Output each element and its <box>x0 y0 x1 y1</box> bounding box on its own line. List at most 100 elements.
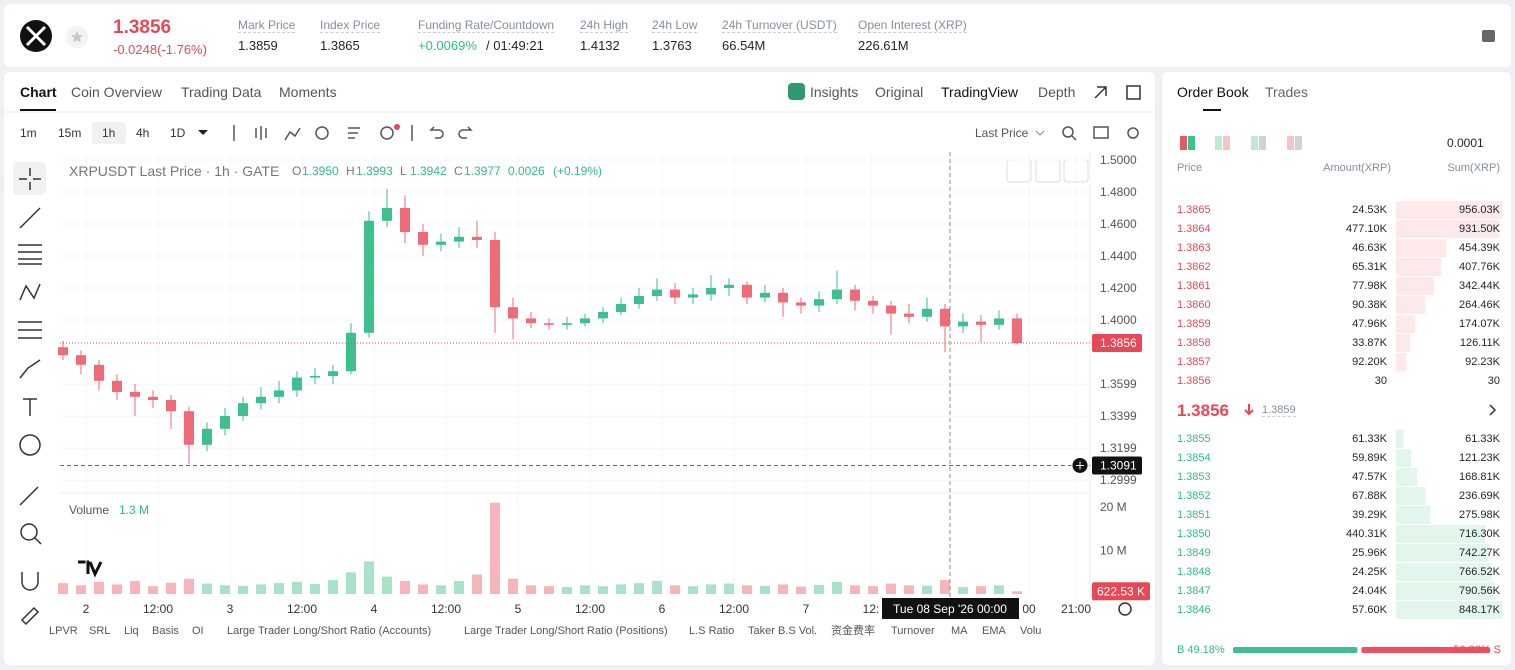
book-sum: 848.17K <box>1459 604 1500 616</box>
candle-body <box>760 292 770 298</box>
chart-button[interactable] <box>1006 159 1032 183</box>
depth-bar <box>1396 258 1442 276</box>
menu-icon[interactable] <box>1482 30 1495 42</box>
indicator-tab[interactable]: L.S Ratio <box>689 625 735 637</box>
crosshair-time-bg <box>882 598 1019 619</box>
book-tab[interactable]: Order Book <box>1177 84 1249 100</box>
indicator-tab[interactable]: Large Trader Long/Short Ratio (Positions… <box>464 625 668 637</box>
candle-body <box>364 220 374 333</box>
indicator-tab[interactable]: Liq <box>124 625 139 637</box>
buy-ratio: B 49.18% <box>1177 644 1225 656</box>
x-tick-label: 6 <box>659 602 666 616</box>
settings-icon[interactable] <box>1118 602 1132 616</box>
chart-tab[interactable]: Moments <box>279 84 337 100</box>
window-icon[interactable] <box>1126 85 1141 100</box>
indicator-tab[interactable]: EMA <box>982 625 1006 637</box>
view-tab[interactable]: TradingView <box>941 84 1019 100</box>
indicator-tab[interactable]: 资金费率 <box>831 625 875 637</box>
tick-size[interactable]: 0.0001 <box>1447 136 1484 150</box>
price-source[interactable]: Last Price <box>975 126 1029 140</box>
candle-body <box>472 236 482 240</box>
depth-bar <box>1396 353 1407 371</box>
chart-tab[interactable]: Trading Data <box>181 84 262 100</box>
coin-logo-mark <box>25 25 47 47</box>
drawing-tools[interactable] <box>18 168 42 626</box>
book-layout-icons[interactable] <box>1180 136 1302 150</box>
indicator-tab[interactable]: Volu <box>1020 625 1042 637</box>
book-amount: 24.25K <box>1352 566 1387 578</box>
chart-tab[interactable]: Chart <box>20 84 57 100</box>
candle-body <box>274 390 284 397</box>
chart-tab[interactable]: Coin Overview <box>71 84 163 100</box>
candle-body <box>220 416 230 429</box>
volume-bar <box>382 576 392 594</box>
interval[interactable]: 15m <box>58 126 82 140</box>
volume-bar <box>778 584 788 594</box>
indicator-tab[interactable]: Large Trader Long/Short Ratio (Accounts) <box>227 625 432 637</box>
volume-bar <box>508 578 518 594</box>
view-tab[interactable]: Original <box>875 84 924 100</box>
x-tick-label: 12:00 <box>143 602 173 616</box>
indicator-tab[interactable]: MA <box>951 625 968 637</box>
expand-icon[interactable] <box>1094 86 1107 99</box>
depth-bar <box>1396 525 1486 543</box>
interval[interactable]: 1h <box>102 126 116 140</box>
candle-body <box>886 305 896 314</box>
indicator-tab[interactable]: SRL <box>89 625 111 637</box>
candle-body <box>616 304 626 312</box>
candle-body <box>256 396 266 404</box>
buy-ratio-bar <box>1233 647 1358 653</box>
depth-bar <box>1396 506 1431 524</box>
y-tick-label: 1.3599 <box>1100 377 1137 391</box>
ohlc-value: 1.3942 <box>410 164 447 178</box>
chevron[interactable] <box>1489 404 1497 416</box>
book-sum: 236.69K <box>1459 490 1500 502</box>
view-tab[interactable]: Insights <box>810 84 859 100</box>
volume-bar <box>346 572 356 594</box>
volume-bar <box>184 578 194 594</box>
interval[interactable]: 4h <box>136 126 150 140</box>
book-price: 1.3855 <box>1177 433 1211 445</box>
book-amount: 90.38K <box>1352 299 1387 311</box>
ohlc-value: 1.3950 <box>302 164 339 178</box>
book-sum: 454.39K <box>1459 242 1500 254</box>
stat-label: 24h Low <box>652 18 698 33</box>
volume-bar <box>256 584 266 594</box>
candle-body <box>436 241 446 245</box>
volume-bar <box>814 584 824 594</box>
interval[interactable]: 1m <box>20 126 37 140</box>
stat-value: 1.3865 <box>320 38 360 53</box>
book-price: 1.3862 <box>1177 261 1211 273</box>
candle-body <box>58 347 68 356</box>
book-sum: 275.98K <box>1459 509 1500 521</box>
depth-bar <box>1396 334 1410 352</box>
indicator-tab[interactable]: OI <box>192 625 204 637</box>
volume-bar <box>76 585 86 594</box>
volume-tick-label: 10 M <box>1100 544 1127 558</box>
indicator-tab[interactable]: Turnover <box>891 625 935 637</box>
volume-bar <box>202 583 212 594</box>
volume-title: Volume <box>69 503 110 517</box>
view-tab[interactable]: Depth <box>1038 84 1076 100</box>
book-sum: 716.30K <box>1459 528 1500 540</box>
book-tab[interactable]: Trades <box>1265 84 1309 100</box>
candle-body <box>724 284 734 288</box>
depth-bar <box>1396 296 1426 314</box>
chart-button[interactable] <box>1035 159 1061 183</box>
book-amount: 59.89K <box>1352 452 1387 464</box>
dropdown-arrow <box>198 130 208 135</box>
interval[interactable]: 1D <box>170 126 186 140</box>
mid-price: 1.3856 <box>1177 401 1229 420</box>
candle-body <box>580 318 590 324</box>
ohlc-label: O <box>292 164 302 178</box>
volume-bar <box>130 580 140 594</box>
y-tick-label: 1.4000 <box>1100 313 1137 327</box>
indicator-tab[interactable]: Taker B.S Vol. <box>748 625 818 637</box>
tv-logo-bg <box>75 552 105 582</box>
notification-dot <box>394 124 400 130</box>
volume-bar <box>418 584 428 594</box>
indicator-tab[interactable]: LPVR <box>49 625 78 637</box>
mark-price: 1.3859 <box>1262 404 1296 417</box>
depth-bar <box>1396 601 1502 619</box>
indicator-tab[interactable]: Basis <box>152 625 179 637</box>
